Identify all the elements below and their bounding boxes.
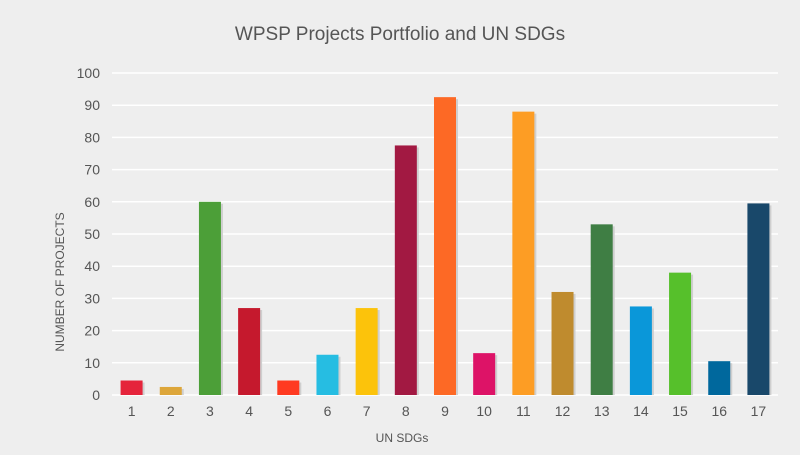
y-tick-label: 60 [84, 194, 100, 210]
x-tick-label: 3 [206, 403, 214, 419]
bar-sdg-8 [394, 145, 417, 395]
x-tick-label: 10 [476, 403, 492, 419]
y-tick-label: 100 [77, 65, 101, 81]
y-axis-label: NUMBER OF PROJECTS [53, 212, 67, 351]
bar-sdg-13 [590, 224, 613, 395]
bar-sdg-15 [669, 272, 692, 395]
x-tick-label: 2 [167, 403, 175, 419]
x-tick-labels: 1 2 3 4 5 6 7 8 9 10 11 12 13 14 15 16 17 [128, 403, 767, 419]
y-tick-label: 20 [84, 323, 100, 339]
y-tick-label: 10 [84, 355, 100, 371]
bar-sdg-11 [512, 111, 535, 395]
x-tick-label: 11 [516, 403, 531, 419]
bar-sdg-12 [551, 291, 574, 395]
bar-sdg-6 [316, 354, 339, 395]
x-tick-label: 17 [751, 403, 767, 419]
y-tick-label: 80 [84, 129, 100, 145]
x-tick-label: 13 [594, 403, 610, 419]
x-tick-label: 6 [324, 403, 332, 419]
bar-sdg-3 [198, 201, 221, 395]
bar-sdg-10 [473, 353, 496, 395]
x-tick-label: 5 [284, 403, 292, 419]
y-tick-label: 30 [84, 290, 100, 306]
x-tick-label: 4 [245, 403, 253, 419]
y-tick-label: 70 [84, 162, 100, 178]
x-tick-label: 1 [128, 403, 136, 419]
y-tick-label: 90 [84, 97, 100, 113]
x-tick-label: 7 [363, 403, 371, 419]
x-tick-label: 16 [711, 403, 727, 419]
y-tick-label: 50 [84, 226, 100, 242]
bar-sdg-9 [434, 97, 456, 396]
bar-sdg-2 [159, 386, 182, 395]
bar-sdg-14 [629, 306, 652, 395]
bar-sdg-5 [277, 380, 300, 395]
x-axis-label: UN SDGs [376, 431, 429, 445]
bar-sdg-7 [355, 308, 378, 395]
bar-sdg-17 [747, 203, 770, 395]
x-tick-label: 14 [633, 403, 649, 419]
bar-sdg-16 [708, 361, 731, 395]
chart-title: WPSP Projects Portfolio and UN SDGs [235, 24, 565, 45]
bar-sdg-1 [120, 380, 143, 395]
x-tick-label: 12 [555, 403, 571, 419]
bars [120, 97, 772, 396]
bar-sdg-4 [238, 308, 261, 395]
x-tick-label: 15 [672, 403, 688, 419]
x-tick-label: 8 [402, 403, 410, 419]
y-tick-label: 0 [92, 387, 100, 403]
y-tick-labels: 0 10 20 30 40 50 60 70 80 90 100 [77, 65, 101, 403]
x-tick-label: 9 [441, 403, 449, 419]
y-tick-label: 40 [84, 258, 100, 274]
